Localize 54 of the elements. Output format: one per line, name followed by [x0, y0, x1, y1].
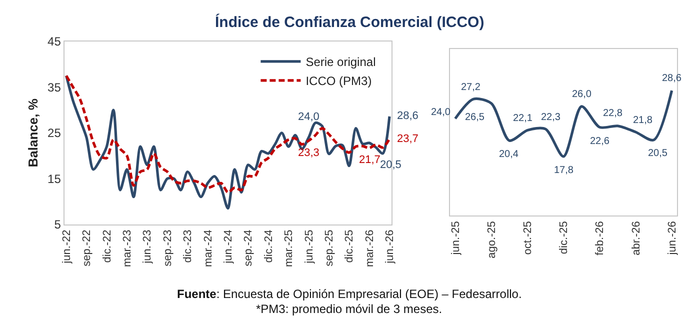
x-tick-label: jun.-26	[666, 221, 678, 256]
data-label: 20,4	[499, 149, 519, 160]
x-tick-label: jun.-25	[303, 230, 316, 264]
data-label: 28,6	[397, 110, 418, 122]
y-tick-label: 45	[48, 34, 62, 49]
legend-label: Serie original	[306, 55, 376, 70]
x-tick-label: mar.-23	[121, 230, 134, 268]
data-label: 20,5	[380, 159, 402, 171]
data-label: 28,6	[662, 73, 682, 84]
chart-title: Índice de Confianza Comercial (ICCO)	[215, 13, 484, 31]
x-tick-label: jun.-24	[222, 230, 234, 264]
x-tick-label: sep.-23	[162, 230, 174, 266]
data-label: 24,0	[298, 111, 320, 123]
x-tick-label: jun.-26	[384, 230, 396, 264]
x-tick-label: mar.-24	[202, 230, 214, 268]
data-label: 20,5	[648, 148, 668, 159]
y-tick-label: 25	[48, 126, 62, 140]
x-tick-label: ago.-25	[486, 221, 498, 258]
y-axis-title: Balance, %	[25, 98, 40, 168]
x-tick-label: dic.-24	[262, 230, 275, 263]
x-tick-label: jun.-25	[450, 221, 462, 256]
x-tick-label: dic.-23	[182, 230, 194, 263]
data-label: 27,2	[461, 82, 481, 93]
y-tick-label: 15	[48, 172, 62, 186]
data-label: 22,3	[541, 112, 561, 123]
x-tick-label: oct.-25	[522, 221, 534, 255]
x-tick-label: jun.-23	[142, 230, 154, 264]
y-tick-label: 35	[48, 80, 62, 94]
x-tick-label: sep.-22	[81, 230, 94, 266]
x-tick-label: mar.-25	[283, 230, 296, 268]
x-tick-label: sep.-24	[242, 230, 255, 266]
x-tick-label: abr.-26	[630, 221, 642, 256]
source-note: Fuente: Encuesta de Opinión Empresarial (EOE) – Fedesarrollo.	[177, 287, 522, 301]
data-label: 24,0	[431, 107, 451, 118]
data-label: 22,6	[590, 136, 610, 147]
data-label: 21,7	[359, 154, 380, 166]
x-tick-label: jun.-22	[60, 230, 73, 264]
data-label: 26,5	[465, 112, 485, 123]
data-label: 26,0	[572, 89, 592, 100]
y-tick-label: 5	[54, 218, 62, 232]
x-tick-label: feb.-26	[594, 221, 606, 256]
data-label: 21,8	[633, 115, 653, 126]
data-label: 17,8	[554, 165, 574, 176]
x-tick-label: sep.-25	[323, 230, 336, 266]
x-tick-label: dic.-25	[344, 230, 356, 263]
text: *PM3: promedio móvil de 3 meses.	[256, 302, 442, 316]
x-tick-label: mar.-26	[364, 230, 376, 268]
x-tick-label: dic.-25	[558, 221, 570, 254]
data-label: 23,7	[397, 133, 418, 145]
x-tick-label: dic.-22	[101, 230, 114, 263]
data-label: 23,3	[298, 147, 320, 159]
data-label: 22,1	[513, 113, 533, 124]
data-label: 22,8	[603, 108, 623, 119]
legend-label: ICCO (PM3)	[306, 74, 372, 88]
